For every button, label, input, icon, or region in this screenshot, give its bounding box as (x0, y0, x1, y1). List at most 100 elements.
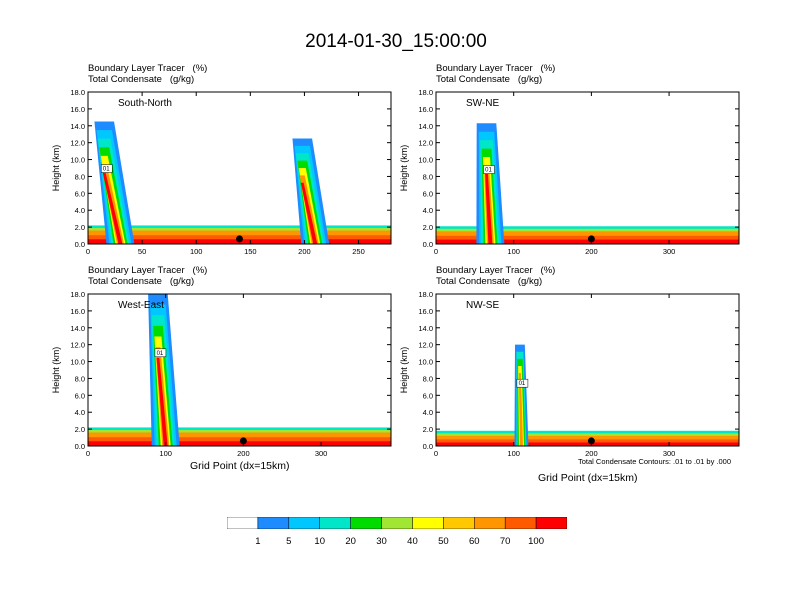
contour-label: 01 (485, 168, 492, 174)
plume-layer (518, 373, 523, 446)
location-marker (587, 437, 595, 445)
tracer-label: Boundary Layer Tracer (%) (436, 63, 556, 74)
y-axis-label: Height (km) (399, 145, 409, 192)
panel-header: Boundary Layer Tracer (%) Total Condensa… (88, 265, 207, 287)
plot-area (88, 294, 391, 446)
plot-frame (435, 91, 740, 245)
x-tick-label: 200 (237, 449, 250, 458)
colorbar-segment (412, 517, 444, 529)
plot-west-east: 0.0 2.0 4.0 6.0 8.0 10.0 12.0 14.0 16.0 18.0 0 100 2… (51, 290, 392, 458)
y-tick-label: 0.0 (75, 442, 85, 451)
boundary-layer-band (88, 441, 391, 446)
colorbar-segment (350, 517, 382, 529)
y-tick-label: 4.0 (423, 206, 433, 215)
y-tick-label: 12.0 (418, 341, 433, 350)
x-tick-label: 0 (86, 449, 90, 458)
contour-label-box (483, 165, 495, 174)
panel-header: Boundary Layer Tracer (%) Total Condensa… (436, 63, 555, 85)
y-tick-label: 14.0 (70, 324, 85, 333)
plume-layer (102, 172, 123, 244)
y-tick-label: 0.0 (75, 240, 85, 249)
x-tick-label: 200 (585, 449, 598, 458)
y-tick-label: 6.0 (75, 189, 85, 198)
plot-area (436, 344, 739, 446)
y-tick-label: 18.0 (418, 290, 433, 299)
y-axis-label: Height (km) (399, 347, 409, 394)
y-tick-label: 6.0 (75, 391, 85, 400)
plot-south-north: 0.0 2.0 4.0 6.0 8.0 10.0 12.0 14.0 16.0 18.0 0 50 10… (51, 88, 392, 256)
y-tick-label: 10.0 (418, 156, 433, 165)
colorbar-label: 70 (499, 536, 511, 547)
y-tick-label: 14.0 (418, 122, 433, 131)
y-tick-label: 10.0 (418, 358, 433, 367)
y-tick-label: 8.0 (75, 172, 85, 181)
x-tick-label: 300 (315, 449, 328, 458)
x-axis-label: Grid Point (dx=15km) (190, 460, 290, 472)
colorbar-segment (257, 517, 290, 529)
panel-nw-se: Boundary Layer Tracer (%) Total Condensa… (348, 262, 744, 512)
plume-layer (300, 182, 318, 244)
y-tick-label: 6.0 (423, 391, 433, 400)
x-tick-label: 200 (298, 247, 311, 256)
y-tick-label: 2.0 (423, 223, 433, 232)
colorbar-segment (288, 517, 320, 529)
x-tick-label: 300 (663, 247, 676, 256)
y-tick-label: 12.0 (70, 139, 85, 148)
x-tick-label: 0 (434, 449, 438, 458)
contour-label-box (100, 164, 113, 173)
y-tick-label: 12.0 (70, 341, 85, 350)
y-tick-label: 2.0 (75, 425, 85, 434)
y-tick-label: 16.0 (70, 307, 85, 316)
contour-note: Total Condensate Contours: .01 to .01 by… (578, 457, 732, 466)
x-tick-label: 50 (138, 247, 146, 256)
location-marker (239, 437, 247, 445)
panel-sw-ne: Boundary Layer Tracer (%) Total Condensa… (348, 60, 744, 310)
plot-area (88, 121, 391, 244)
panel-name: West-East (118, 300, 164, 311)
y-tick-label: 8.0 (423, 172, 433, 181)
y-tick-label: 18.0 (70, 88, 85, 97)
x-tick-label: 150 (244, 247, 257, 256)
y-tick-label: 2.0 (423, 425, 433, 434)
contour-label-box (516, 378, 529, 388)
y-tick-label: 0.0 (423, 442, 433, 451)
colorbar-label: 10 (314, 536, 326, 547)
colorbar-segment (443, 517, 475, 529)
y-tick-label: 2.0 (75, 223, 85, 232)
panel-south-north: Boundary Layer Tracer (%) Total Condensa… (0, 60, 396, 310)
plume-layer (156, 357, 168, 446)
plot-nw-se: 0.0 2.0 4.0 6.0 8.0 10.0 12.0 14.0 16.0 18.0 0 100 2… (399, 290, 740, 458)
y-tick-label: 8.0 (75, 374, 85, 383)
y-tick-label: 16.0 (418, 105, 433, 114)
condensate-label: Total Condensate (g/kg) (88, 276, 195, 287)
colorbar (227, 517, 567, 529)
plot-frame (87, 91, 392, 245)
colorbar-segment (227, 517, 259, 529)
contour-label: 01 (157, 351, 164, 357)
plot-frame (87, 293, 392, 447)
location-marker (587, 235, 595, 243)
condensate-label: Total Condensate (g/kg) (88, 74, 195, 85)
colorbar-label: 100 (528, 536, 545, 547)
colorbar-segment (535, 517, 567, 529)
y-tick-label: 12.0 (418, 139, 433, 148)
x-tick-label: 0 (434, 247, 438, 256)
colorbar-label: 50 (438, 536, 449, 547)
condensate-label: Total Condensate (g/kg) (436, 276, 543, 287)
x-tick-label: 0 (86, 247, 90, 256)
colorbar-label: 1 (255, 536, 261, 547)
y-tick-label: 4.0 (423, 408, 433, 417)
x-axis-label: Grid Point (dx=15km) (538, 472, 638, 484)
tracer-label: Boundary Layer Tracer (%) (88, 63, 208, 74)
y-tick-label: 8.0 (423, 374, 433, 383)
main-title: 2014-01-30_15:00:00 (305, 31, 487, 52)
colorbar-segment (504, 517, 537, 529)
plot-frame (435, 293, 740, 447)
colorbar-label: 40 (407, 536, 418, 547)
y-tick-label: 14.0 (70, 122, 85, 131)
colorbar-label: 30 (376, 536, 387, 547)
y-tick-label: 18.0 (70, 290, 85, 299)
x-tick-label: 300 (663, 449, 676, 458)
condensate-label: Total Condensate (g/kg) (436, 74, 543, 85)
panel-header: Boundary Layer Tracer (%) Total Condensa… (88, 63, 207, 85)
